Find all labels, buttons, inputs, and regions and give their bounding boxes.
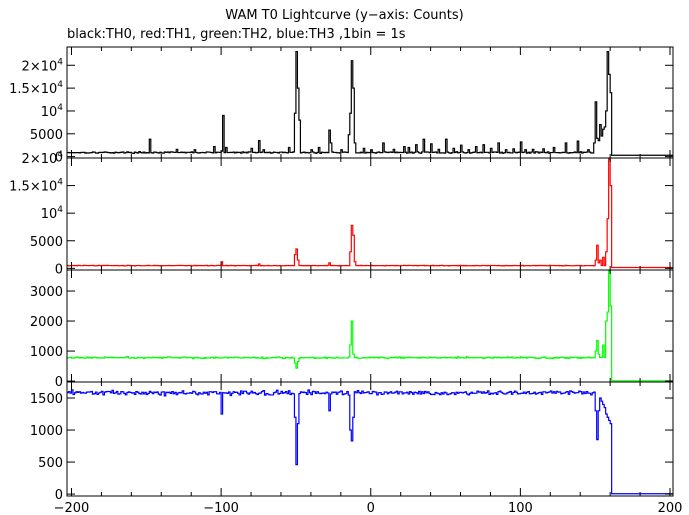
y-tick-label: 104 bbox=[41, 205, 64, 222]
series-line-th2 bbox=[67, 270, 673, 382]
y-tick-label-text: 2×10 bbox=[22, 59, 58, 74]
series-line-th1 bbox=[67, 158, 673, 269]
y-tick-label: 1000 bbox=[30, 424, 63, 439]
x-tick-label: 0 bbox=[367, 501, 375, 515]
x-tick-label: 100 bbox=[508, 501, 533, 515]
y-tick-label: 3000 bbox=[30, 285, 63, 300]
y-tick-label: 2000 bbox=[30, 315, 63, 330]
x-tick-label: 200 bbox=[658, 501, 683, 515]
chart-title: WAM T0 Lightcurve (y−axis: Counts) bbox=[225, 8, 464, 23]
panels-group: 050001041.5×1042×104050001041.5×1042×104… bbox=[9, 46, 674, 503]
y-tick-label: 104 bbox=[41, 103, 64, 120]
y-tick-label-text: 5000 bbox=[30, 235, 63, 250]
y-tick-label: 2×104 bbox=[22, 150, 64, 167]
y-tick-label-text: 1.5×10 bbox=[9, 82, 57, 97]
y-tick-label-text: 10 bbox=[41, 207, 58, 222]
y-tick-label-text: 0 bbox=[55, 375, 63, 390]
y-tick-label-text: 10 bbox=[41, 105, 58, 120]
y-tick-label: 0 bbox=[55, 488, 63, 503]
x-axis: −200 −100 0 100 200 bbox=[54, 501, 683, 515]
series-line-th3 bbox=[67, 389, 673, 495]
panel-frame bbox=[66, 46, 674, 159]
y-tick-label-text: 1000 bbox=[30, 424, 63, 439]
y-tick-label: 5000 bbox=[30, 235, 63, 250]
y-tick-label: 0 bbox=[55, 151, 63, 166]
y-tick-label: 0 bbox=[55, 262, 63, 277]
x-tick-label: −100 bbox=[203, 501, 239, 515]
chart-legend-subtitle: black:TH0, red:TH1, green:TH2, blue:TH3 … bbox=[67, 27, 406, 42]
y-tick-label-exponent: 4 bbox=[57, 150, 63, 160]
y-tick-label-text: 0 bbox=[55, 262, 63, 277]
series-line-th0 bbox=[67, 50, 673, 156]
y-tick-label-text: 2000 bbox=[30, 315, 63, 330]
y-tick-label: 1.5×104 bbox=[9, 80, 63, 97]
y-tick-label-text: 500 bbox=[38, 456, 63, 471]
y-tick-label-exponent: 4 bbox=[57, 205, 63, 215]
panel-th2: 0 1000 2000 3000 bbox=[30, 269, 674, 390]
y-tick-label: 2×104 bbox=[22, 57, 64, 74]
y-tick-label: 1.5×104 bbox=[9, 178, 63, 195]
x-tick-label: −200 bbox=[54, 501, 90, 515]
y-tick-label-text: 1000 bbox=[30, 345, 63, 360]
y-tick-label-text: 0 bbox=[55, 151, 63, 166]
y-tick-label-text: 5000 bbox=[30, 128, 63, 143]
y-tick-label: 1000 bbox=[30, 345, 63, 360]
y-tick-label-text: 0 bbox=[55, 488, 63, 503]
y-tick-label: 0 bbox=[55, 375, 63, 390]
panel-frame bbox=[66, 269, 674, 383]
y-tick-label-exponent: 4 bbox=[57, 103, 63, 113]
y-tick-label-exponent: 4 bbox=[57, 57, 63, 67]
y-tick-label-exponent: 4 bbox=[57, 80, 63, 90]
y-tick-label-text: 1.5×10 bbox=[9, 180, 57, 195]
panel-frame bbox=[66, 157, 674, 271]
y-tick-label-exponent: 4 bbox=[57, 178, 63, 188]
panel-th3: 0 500 1000 1500 bbox=[30, 381, 674, 503]
y-tick-label: 1500 bbox=[30, 392, 63, 407]
y-tick-label-text: 1500 bbox=[30, 392, 63, 407]
y-tick-label: 5000 bbox=[30, 128, 63, 143]
y-tick-label-text: 3000 bbox=[30, 285, 63, 300]
y-tick-label: 500 bbox=[38, 456, 63, 471]
y-tick-label-text: 2×10 bbox=[22, 152, 58, 167]
panel-frame bbox=[66, 381, 674, 497]
